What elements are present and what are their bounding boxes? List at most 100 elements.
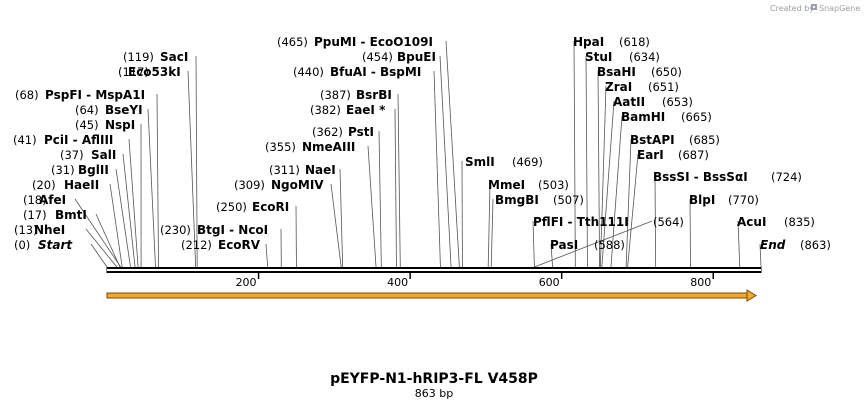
site-leader-bglii — [115, 168, 131, 268]
site-position-bpuei: (454) — [362, 50, 393, 64]
site-name-afei[interactable]: AfeI — [39, 193, 66, 207]
site-position-ecori: (250) — [216, 200, 247, 214]
site-name-start[interactable]: Start — [38, 238, 73, 252]
site-name-bsssi[interactable]: BssSI - BssSαI — [653, 170, 748, 184]
site-leader-bamhi — [610, 115, 623, 268]
site-leader-bseyi — [147, 108, 156, 268]
cut-site-leaders — [74, 40, 762, 273]
site-leader-pasi — [550, 243, 553, 268]
site-leader-nmeaiii — [367, 145, 377, 268]
site-leader-haeii — [109, 183, 123, 268]
site-name-psti[interactable]: PstI — [348, 125, 374, 139]
site-position-acui: (835) — [784, 215, 815, 229]
site-name-ppumi[interactable]: PpuMI - EcoO109I — [314, 35, 433, 49]
site-name-sali[interactable]: SalI — [91, 148, 116, 162]
brand-prefix: Created by — [770, 4, 814, 13]
site-position-ppumi: (465) — [277, 35, 308, 49]
site-position-stui: (634) — [629, 50, 660, 64]
site-leader-acui — [737, 220, 741, 268]
site-leader-mmei — [487, 183, 491, 268]
site-name-end[interactable]: End — [760, 238, 786, 252]
site-name-ngomiv[interactable]: NgoMIV — [271, 178, 324, 192]
site-position-bsrbi: (387) — [320, 88, 351, 102]
site-name-btgi[interactable]: BtgI - NcoI — [197, 223, 268, 237]
site-name-bsahi[interactable]: BsaHI — [597, 65, 636, 79]
site-leader-pflfi — [532, 220, 535, 268]
site-name-smli[interactable]: SmlI — [465, 155, 495, 169]
site-position-ecorv: (212) — [181, 238, 212, 252]
site-leader-bstapi — [625, 138, 632, 268]
site-name-eari[interactable]: EarI — [637, 148, 664, 162]
site-position-bsahi: (650) — [651, 65, 682, 79]
site-leader-pcii — [128, 138, 139, 268]
site-leader-ngomiv — [330, 183, 342, 268]
site-leader-psti — [378, 130, 382, 268]
site-position-btgi: (230) — [160, 223, 191, 237]
snapgene-logo-icon — [811, 4, 817, 10]
site-position-pasi: (588) — [594, 238, 625, 252]
site-position-bmgbi: (507) — [553, 193, 584, 207]
site-position-naei: (311) — [269, 163, 300, 177]
site-position-nhei: (13) — [14, 223, 38, 237]
site-name-nhei[interactable]: NheI — [34, 223, 65, 237]
site-name-bsrbi[interactable]: BsrBI — [356, 88, 392, 102]
site-leader-eaei — [394, 108, 397, 268]
site-position-bamhi: (665) — [681, 110, 712, 124]
site-name-bamhi[interactable]: BamHI — [621, 110, 665, 124]
site-leader-sali — [122, 153, 136, 268]
site-name-bglii[interactable]: BglII — [78, 163, 109, 177]
site-position-eco53ki: (117) — [118, 65, 149, 79]
site-name-bmgbi[interactable]: BmgBI — [495, 193, 539, 207]
site-name-pspfi[interactable]: PspFI - MspA1I — [45, 88, 145, 102]
site-name-mmei[interactable]: MmeI — [488, 178, 525, 192]
site-position-haeii: (20) — [32, 178, 56, 192]
site-name-aatii[interactable]: AatII — [613, 95, 645, 109]
site-position-smli: (469) — [512, 155, 543, 169]
site-position-start: (0) — [14, 238, 30, 252]
site-leader-stui — [585, 55, 588, 268]
site-leader-bfuai — [433, 70, 441, 268]
site-leader-blpi — [689, 198, 691, 268]
site-name-ecorv[interactable]: EcoRV — [218, 238, 261, 252]
site-name-acui[interactable]: AcuI — [737, 215, 766, 229]
brand-name: SnapGene — [819, 4, 860, 13]
site-name-pasi[interactable]: PasI — [550, 238, 578, 252]
site-position-eaei: (382) — [310, 103, 341, 117]
site-name-hpai[interactable]: HpaI — [573, 35, 604, 49]
site-name-bstapi[interactable]: BstAPI — [630, 133, 675, 147]
site-leader-saci — [195, 55, 198, 268]
site-position-bfuai: (440) — [293, 65, 324, 79]
site-leader-eco53ki — [187, 70, 197, 268]
site-position-ngomiv: (309) — [234, 178, 265, 192]
site-name-saci[interactable]: SacI — [160, 50, 188, 64]
site-leader-ecorv — [265, 243, 269, 268]
site-name-nspi[interactable]: NspI — [105, 118, 135, 132]
site-name-ecori[interactable]: EcoRI — [252, 200, 289, 214]
site-leader-bsrbi — [397, 93, 401, 268]
site-position-bmti: (17) — [23, 208, 47, 222]
site-name-zrai[interactable]: ZraI — [605, 80, 632, 94]
site-position-bstapi: (685) — [689, 133, 720, 147]
site-name-naei[interactable]: NaeI — [305, 163, 336, 177]
cut-site-labels: (0) Start(13)NheI(17) BmtI (18)AfeI(20) HaeI… — [13, 35, 831, 252]
site-position-end: (863) — [800, 238, 831, 252]
site-name-nmeaiii[interactable]: NmeAIII — [302, 140, 355, 154]
site-name-bmti[interactable]: BmtI — [55, 208, 87, 222]
site-name-eco53ki[interactable]: Eco53kI — [128, 65, 181, 79]
tick-label-200: 200 — [236, 276, 257, 289]
site-name-pcii[interactable]: PciI - AflIII — [44, 133, 113, 147]
site-name-haeii[interactable]: HaeII — [64, 178, 99, 192]
feature-arrow — [106, 289, 757, 302]
site-position-pspfi: (68) — [15, 88, 39, 102]
site-name-bpuei[interactable]: BpuEI — [397, 50, 436, 64]
site-name-pflfi[interactable]: PflFI - Tth111I — [533, 215, 629, 229]
site-name-eaei[interactable]: EaeI * — [346, 103, 386, 117]
site-name-blpi[interactable]: BlpI — [689, 193, 715, 207]
site-name-bfuai[interactable]: BfuAI - BspMI — [330, 65, 421, 79]
site-name-stui[interactable]: StuI — [585, 50, 612, 64]
ruler-ticks: 200 400 600 800 — [236, 273, 715, 289]
site-name-bseyi[interactable]: BseYI — [105, 103, 143, 117]
site-leader-zrai — [599, 85, 607, 268]
site-position-aatii: (653) — [662, 95, 693, 109]
site-leader-end — [759, 243, 762, 268]
